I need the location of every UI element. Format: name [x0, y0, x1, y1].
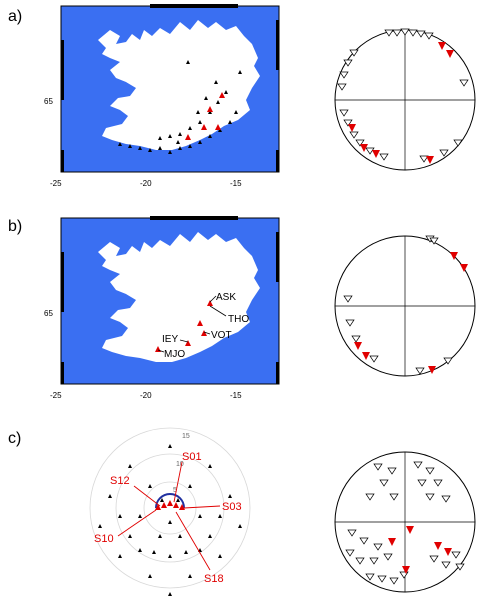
station-label-S12: S12 — [110, 475, 130, 487]
stereonet-b — [334, 235, 476, 377]
lon-tick-15-b: -15 — [230, 391, 242, 400]
label-leaders-c — [117, 461, 221, 571]
station-label-IEY: IEY — [162, 334, 178, 345]
lon-tick-25-b: -25 — [50, 391, 62, 400]
polar-array-plot: 15 10 5 S01 S12 S03 S10 S18 — [89, 427, 251, 596]
map-panel-b: 65 -25 -20 -15 ASK THO VOT IEY MJO — [44, 216, 280, 400]
station-label-MJO: MJO — [164, 349, 185, 360]
station-label-ASK: ASK — [216, 292, 236, 303]
radial-tick-15: 15 — [182, 433, 190, 440]
stations-a — [118, 60, 242, 154]
highlight-stations-a — [185, 92, 225, 140]
red-triangles-a — [348, 42, 454, 164]
label-leaders-b — [157, 295, 227, 353]
panel-label-b: b) — [8, 218, 23, 235]
lon-tick-20: -20 — [140, 179, 152, 188]
panel-label-c: c) — [8, 430, 22, 447]
station-label-S10: S10 — [94, 533, 114, 545]
radial-tick-5: 5 — [173, 487, 177, 494]
iceland-land-b — [98, 232, 260, 362]
array-arc — [155, 493, 185, 509]
map-panel-a: 65 -25 -20 -15 — [44, 4, 280, 188]
open-triangles-c — [345, 461, 465, 585]
station-label-S18: S18 — [204, 573, 224, 585]
lon-tick-15: -15 — [230, 179, 242, 188]
red-triangles-b — [354, 252, 468, 374]
lon-tick-25: -25 — [50, 179, 62, 188]
highlight-stations-c — [155, 500, 185, 510]
panel-label-a: a) — [8, 8, 23, 25]
lon-tick-20-b: -20 — [140, 391, 152, 400]
stereonet-c — [334, 451, 476, 593]
open-triangles-b — [343, 235, 453, 375]
red-triangles-c — [388, 526, 452, 574]
station-label-S03: S03 — [222, 501, 242, 513]
station-label-THO: THO — [228, 314, 249, 325]
stereonet-a — [334, 28, 476, 171]
lat-tick-65: 65 — [44, 97, 53, 106]
array-stations — [98, 444, 242, 596]
station-label-S01: S01 — [182, 451, 202, 463]
open-triangles-a — [337, 28, 469, 163]
polar-grid — [89, 427, 251, 589]
lat-tick-65-b: 65 — [44, 309, 53, 318]
iceland-land — [98, 20, 260, 150]
station-label-VOT: VOT — [211, 330, 232, 341]
radial-tick-10: 10 — [176, 461, 184, 468]
